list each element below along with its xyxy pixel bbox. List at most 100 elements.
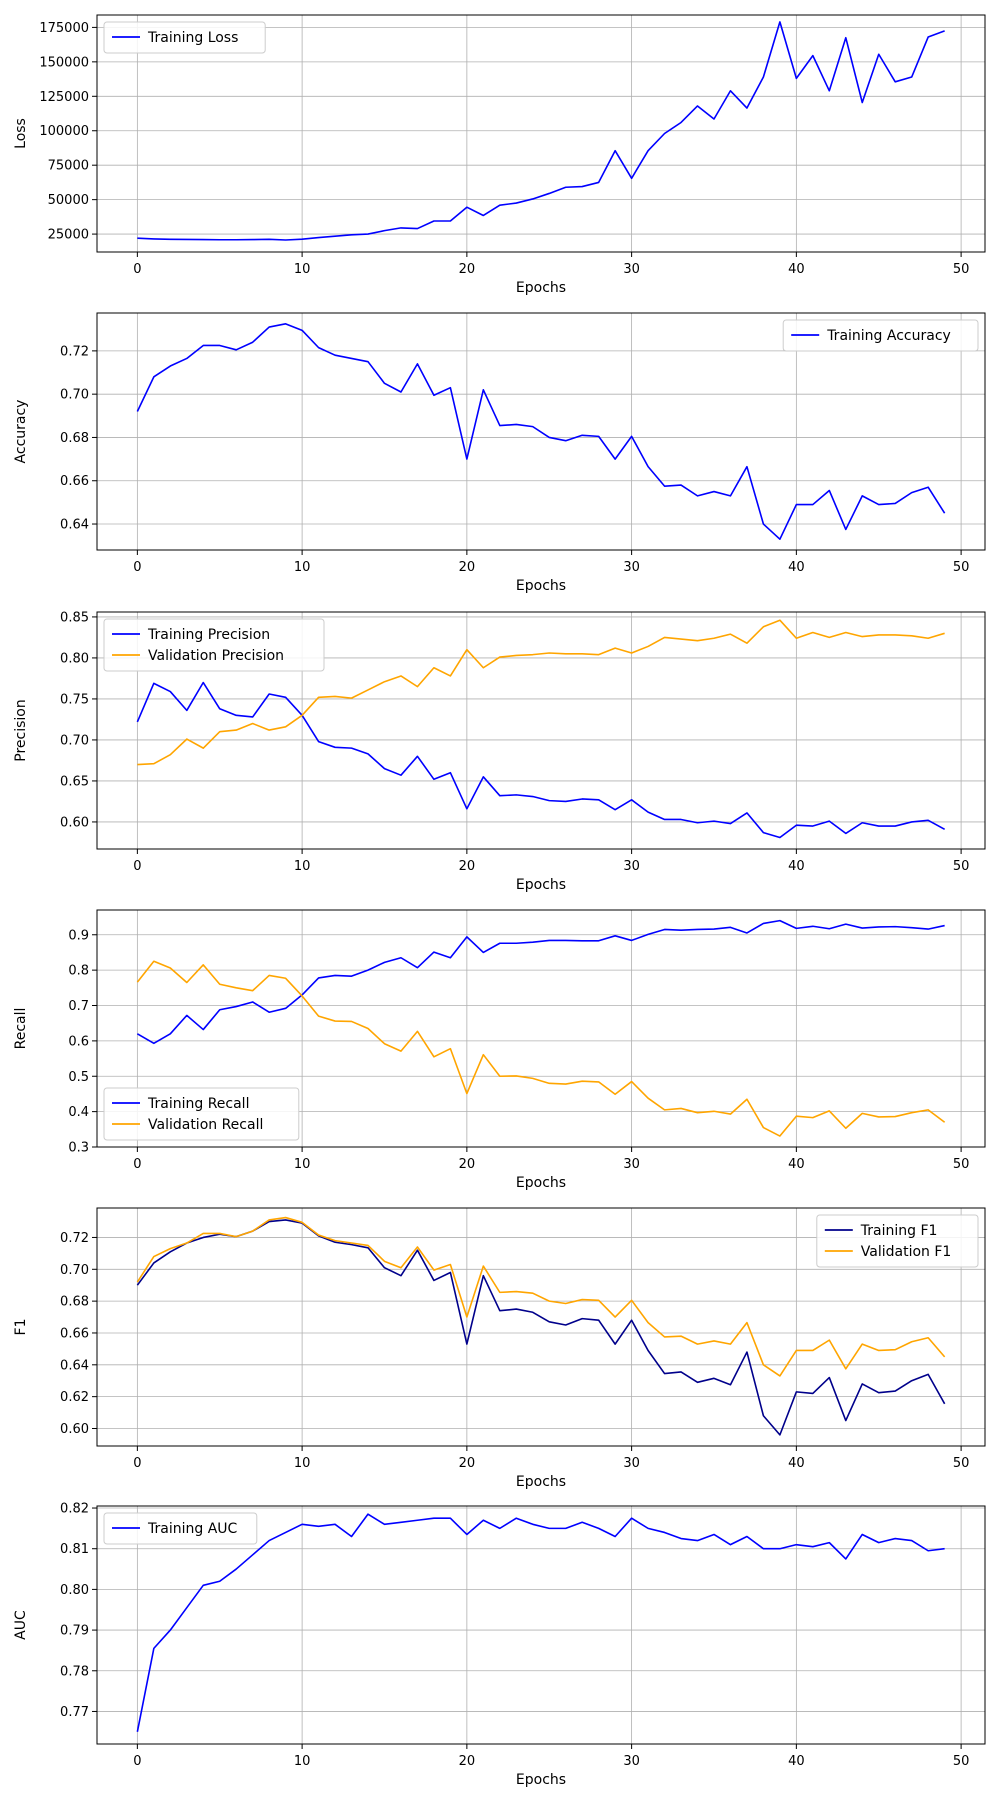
y-tick-label: 125000 <box>39 90 89 105</box>
y-tick-label: 0.70 <box>60 733 89 748</box>
recall-chart: 0 10 20 30 40 50 0.3 0.4 0.5 0.6 0.7 0.8 0.9 Epochs Re… <box>13 909 986 1191</box>
x-tick-label: 20 <box>459 1754 476 1769</box>
y-tick-label: 0.82 <box>60 1502 89 1517</box>
x-tick-label: 0 <box>133 560 141 575</box>
x-tick-label: 10 <box>294 859 311 874</box>
y-tick-label: 0.3 <box>68 1141 89 1156</box>
legend-box <box>103 1512 258 1545</box>
y-axis-label: Loss <box>13 118 29 149</box>
x-axis-label: Epochs <box>516 1474 566 1490</box>
legend-box <box>103 1087 300 1141</box>
y-axis-label: Precision <box>13 699 29 761</box>
x-tick-label: 20 <box>459 1456 476 1471</box>
axes-frame <box>96 312 986 551</box>
y-tick-label: 0.6 <box>68 1034 89 1049</box>
y-tick-label: 0.85 <box>60 610 89 625</box>
x-tick-label: 0 <box>133 1157 141 1172</box>
legend-label: Training AUC <box>147 1521 238 1537</box>
legend-label: Training Recall <box>147 1096 249 1112</box>
y-tick-label: 0.65 <box>60 774 89 789</box>
y-tick-label: 0.9 <box>68 928 89 943</box>
y-tick-label: 0.80 <box>60 1583 89 1598</box>
y-tick-label: 0.72 <box>60 344 89 359</box>
y-tick-label: 100000 <box>39 124 89 139</box>
training-loss-line <box>137 21 945 241</box>
x-tick-label: 30 <box>623 1754 640 1769</box>
validation-recall-line <box>136 960 946 1137</box>
y-tick-label: 0.60 <box>60 815 89 830</box>
x-tick-label: 0 <box>133 262 141 277</box>
legend-label: Training F1 <box>860 1223 938 1239</box>
x-tick-label: 50 <box>953 560 970 575</box>
legend-label: Training Loss <box>147 30 238 46</box>
loss-chart: 0 10 20 30 40 50 25000 50000 75000 100000 125000 15… <box>13 14 986 296</box>
x-tick-label: 40 <box>788 1754 805 1769</box>
y-tick-label: 0.70 <box>60 1263 89 1278</box>
x-tick-label: 50 <box>953 262 970 277</box>
legend: Training Accuracy <box>782 319 979 352</box>
x-tick-label: 20 <box>459 560 476 575</box>
precision-chart: 0 10 20 30 40 50 0.60 0.65 0.70 0.75 0.80 0.85 Epoch… <box>13 610 986 893</box>
legend-box <box>816 1214 979 1268</box>
x-tick-label: 40 <box>788 1157 805 1172</box>
y-axis-label: AUC <box>13 1610 29 1640</box>
legend: Training F1 Validation F1 <box>816 1214 979 1268</box>
x-tick-label: 30 <box>623 1456 640 1471</box>
x-tick-label: 40 <box>788 262 805 277</box>
x-tick-label: 10 <box>294 1456 311 1471</box>
x-tick-label: 10 <box>294 1754 311 1769</box>
x-tick-label: 30 <box>623 262 640 277</box>
legend: Training Precision Validation Precision <box>103 618 325 672</box>
legend-box <box>103 618 325 672</box>
validation-precision-line <box>137 619 945 766</box>
x-tick-label: 30 <box>623 859 640 874</box>
x-tick-label: 50 <box>953 1754 970 1769</box>
training-f1-line <box>136 1219 946 1436</box>
x-axis-label: Epochs <box>516 1175 566 1191</box>
legend: Training Loss <box>103 21 266 54</box>
y-tick-label: 0.80 <box>60 651 89 666</box>
y-tick-label: 0.72 <box>60 1231 89 1246</box>
accuracy-chart: 0 10 20 30 40 50 0.64 0.66 0.68 0.70 0.72 Epochs Acc… <box>13 312 986 594</box>
legend: Training AUC <box>103 1512 258 1545</box>
x-tick-label: 10 <box>294 262 311 277</box>
legend-box <box>103 21 266 54</box>
legend-label: Training Accuracy <box>826 328 951 344</box>
validation-f1-line <box>136 1216 946 1377</box>
axes-frame <box>96 1207 986 1447</box>
y-tick-label: 0.77 <box>60 1705 89 1720</box>
y-tick-label: 0.7 <box>68 999 89 1014</box>
x-axis-label: Epochs <box>516 578 566 594</box>
x-tick-label: 40 <box>788 560 805 575</box>
legend-label: Validation Recall <box>148 1117 263 1133</box>
f1-chart: 0 10 20 30 40 50 0.60 0.62 0.64 0.66 0.68 0.70 0.72 E… <box>13 1207 986 1490</box>
x-tick-label: 20 <box>459 1157 476 1172</box>
legend-box <box>782 319 979 352</box>
training-auc-line <box>136 1513 945 1732</box>
x-axis-label: Epochs <box>516 1772 566 1788</box>
x-tick-label: 10 <box>294 560 311 575</box>
y-tick-label: 0.68 <box>60 431 89 446</box>
x-tick-label: 0 <box>133 1754 141 1769</box>
y-tick-label: 0.4 <box>68 1105 89 1120</box>
x-axis-label: Epochs <box>516 280 566 296</box>
x-tick-label: 0 <box>133 1456 141 1471</box>
axes-frame <box>96 14 986 253</box>
axes-frame <box>96 909 986 1148</box>
y-tick-label: 0.8 <box>68 964 89 979</box>
y-tick-label: 0.81 <box>60 1542 89 1557</box>
y-tick-label: 0.64 <box>60 518 89 533</box>
y-axis-label: Accuracy <box>13 400 29 464</box>
training-precision-line <box>136 681 946 839</box>
legend-label: Validation F1 <box>861 1244 952 1260</box>
x-axis-label: Epochs <box>516 877 566 893</box>
y-tick-label: 25000 <box>48 228 89 243</box>
y-tick-label: 150000 <box>39 55 89 70</box>
x-tick-label: 0 <box>133 859 141 874</box>
y-tick-label: 0.5 <box>68 1070 89 1085</box>
x-tick-label: 40 <box>788 1456 805 1471</box>
y-tick-label: 50000 <box>48 193 89 208</box>
legend-label: Training Precision <box>147 627 270 643</box>
y-tick-label: 175000 <box>39 21 89 36</box>
